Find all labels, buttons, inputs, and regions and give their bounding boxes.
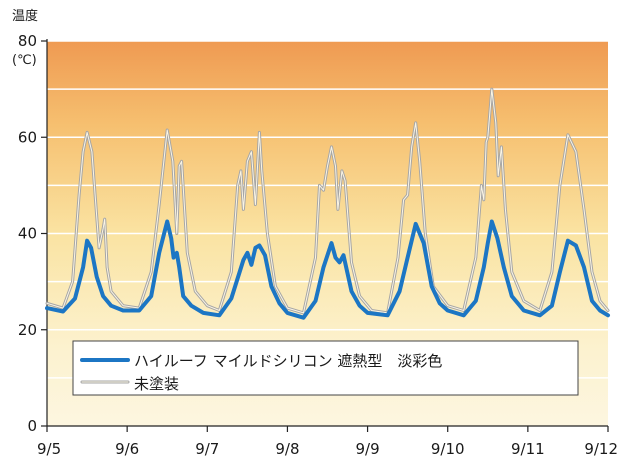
y-tick-label: 20: [18, 321, 37, 339]
series-unpainted: [45, 87, 610, 315]
legend-label-unpainted: 未塗装: [134, 375, 179, 393]
x-tick-labels: 9/5 9/6 9/7 9/8 9/9 9/10 9/11 9/12: [37, 440, 618, 458]
axes: [41, 39, 609, 432]
y-tick-label: 60: [18, 128, 37, 146]
series-line-coated: [45, 219, 610, 320]
y-tick-label: 0: [27, 417, 37, 435]
series-coated: [45, 219, 610, 320]
legend-label-coated: ハイルーフ マイルドシリコン 遮熱型 淡彩色: [134, 352, 442, 370]
series-line-unpainted-inner: [46, 88, 609, 314]
y-tick-label: 80: [18, 32, 37, 50]
x-tick-label: 9/7: [195, 440, 219, 458]
x-tick-label: 9/6: [115, 440, 139, 458]
y-tick-label: 40: [18, 225, 37, 243]
x-tick-label: 9/9: [356, 440, 380, 458]
x-tick-label: 9/8: [275, 440, 299, 458]
legend: ハイルーフ マイルドシリコン 遮熱型 淡彩色 未塗装: [72, 340, 579, 396]
legend-box: [72, 340, 579, 396]
x-tick-label: 9/11: [511, 440, 545, 458]
y-tick-labels: 0 20 40 60 80: [18, 32, 37, 435]
x-tick-label: 9/12: [584, 440, 618, 458]
x-tick-label: 9/5: [37, 440, 61, 458]
y-axis-unit: (℃): [12, 53, 37, 68]
x-tick-label: 9/10: [431, 440, 465, 458]
y-axis-title: 温度: [12, 8, 38, 24]
